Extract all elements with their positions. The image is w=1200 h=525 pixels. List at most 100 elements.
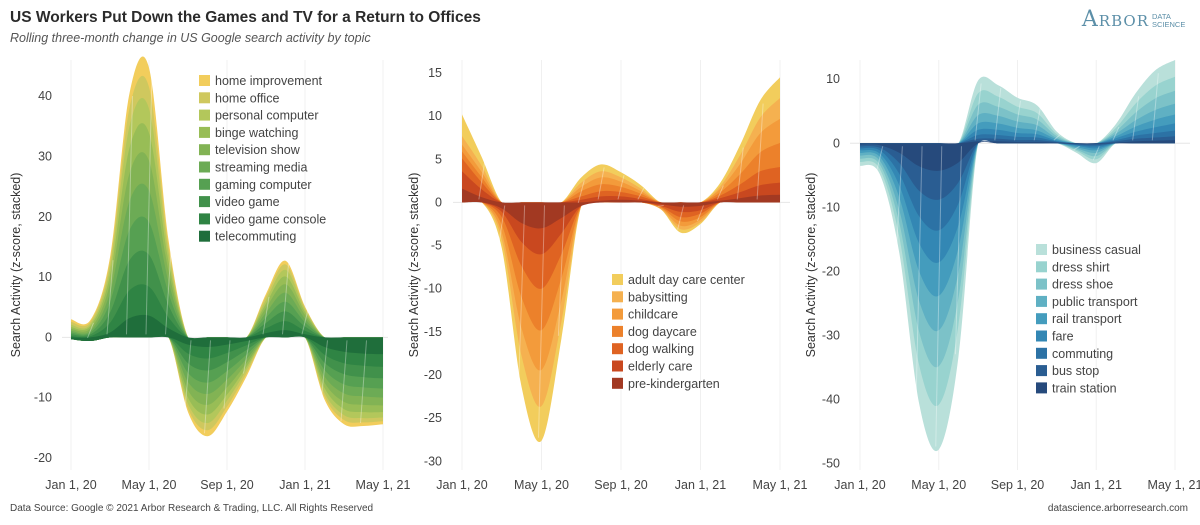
x-tick-label: Sep 1, 20 bbox=[991, 478, 1045, 492]
logo-subtext: DATA SCIENCE bbox=[1152, 12, 1186, 29]
y-tick-label: 20 bbox=[38, 210, 52, 224]
y-axis-label: Search Activity (z-score, stacked) bbox=[9, 173, 23, 358]
y-tick-label: -5 bbox=[431, 239, 442, 253]
legend: home improvement home office personal comp… bbox=[199, 74, 326, 244]
streak-line bbox=[1053, 134, 1061, 141]
x-tick-label: Sep 1, 20 bbox=[594, 478, 648, 492]
legend-label-streaming-media: streaming media bbox=[215, 161, 307, 175]
brand-logo: Arbor DATA SCIENCE bbox=[1082, 8, 1186, 32]
streak-line bbox=[597, 167, 605, 200]
legend-swatch bbox=[199, 126, 210, 138]
legend: business casual dress shirt dress shoe publ… bbox=[1036, 243, 1141, 395]
y-tick-label: -30 bbox=[822, 328, 840, 342]
legend-label-public-transport: public transport bbox=[1052, 295, 1138, 309]
streak-line bbox=[1112, 126, 1120, 141]
legend-swatch bbox=[199, 213, 210, 225]
legend-swatch bbox=[612, 360, 623, 372]
legend-label-home-office: home office bbox=[215, 91, 279, 105]
streak-line bbox=[617, 175, 625, 200]
y-tick-label: -30 bbox=[424, 454, 442, 468]
legend-swatch bbox=[1036, 295, 1047, 307]
x-tick-label: Jan 1, 20 bbox=[834, 478, 885, 492]
legend-label-rail-transport: rail transport bbox=[1052, 312, 1122, 326]
streak-line bbox=[557, 205, 565, 336]
streak-line bbox=[1151, 73, 1159, 141]
legend-swatch bbox=[199, 196, 210, 208]
y-tick-label: -20 bbox=[34, 451, 52, 465]
streak-line bbox=[518, 205, 526, 385]
y-tick-label: 10 bbox=[428, 109, 442, 123]
streak-line bbox=[994, 87, 1002, 141]
page-subtitle: Rolling three-month change in US Google … bbox=[10, 31, 371, 45]
x-tick-label: Jan 1, 21 bbox=[1071, 478, 1122, 492]
streak-line bbox=[321, 340, 328, 397]
chart-panel-1: 40 30 20 10 0 -10 -20 Search Activity (z-score,… bbox=[9, 56, 411, 492]
legend-label-elderly-care: elderly care bbox=[628, 360, 693, 374]
streak-line bbox=[577, 180, 585, 204]
legend: adult day care center babysitting childcar… bbox=[612, 273, 745, 391]
streak-line bbox=[1033, 108, 1041, 141]
streak-line bbox=[756, 103, 764, 200]
y-tick-label: 30 bbox=[38, 149, 52, 163]
legend-label-dog-walking: dog walking bbox=[628, 342, 694, 356]
legend-label-business-casual: business casual bbox=[1052, 243, 1141, 257]
x-tick-label: Jan 1, 20 bbox=[436, 478, 487, 492]
streak-line bbox=[184, 340, 192, 410]
website-link[interactable]: datascience.arborresearch.com bbox=[1047, 503, 1188, 514]
streak-line bbox=[697, 205, 704, 222]
y-tick-label: -25 bbox=[424, 411, 442, 425]
legend-swatch bbox=[199, 109, 210, 121]
streak-line bbox=[915, 146, 923, 401]
streak-line bbox=[106, 260, 114, 335]
x-tick-label: Jan 1, 20 bbox=[45, 478, 96, 492]
chart-panel-2: 15 10 5 0 -5 -10 -15 -20 -25 -30 Search Activity (… bbox=[407, 60, 807, 492]
y-tick-label: -50 bbox=[822, 457, 840, 471]
legend-label-personal-computer: personal computer bbox=[215, 109, 319, 123]
legend-swatch bbox=[1036, 261, 1047, 273]
y-tick-label: 0 bbox=[435, 195, 442, 209]
legend-swatch bbox=[612, 308, 623, 320]
legend-label-pre-kindergarten: pre-kindergarten bbox=[628, 377, 720, 391]
streak-line bbox=[954, 146, 962, 355]
y-tick-label: 15 bbox=[428, 66, 442, 80]
streak-line bbox=[360, 340, 367, 424]
streak-line bbox=[87, 322, 94, 339]
y-tick-label: 10 bbox=[38, 270, 52, 284]
streak-line bbox=[1073, 145, 1080, 151]
x-tick-label: May 1, 21 bbox=[356, 478, 411, 492]
legend-label-commuting: commuting bbox=[1052, 347, 1113, 361]
streak-line bbox=[301, 309, 309, 335]
x-tick-label: Sep 1, 20 bbox=[200, 478, 254, 492]
y-tick-label: -10 bbox=[424, 282, 442, 296]
y-axis-label: Search Activity (z-score, stacked) bbox=[804, 173, 818, 358]
streak-line bbox=[126, 96, 133, 335]
y-tick-label: 5 bbox=[435, 152, 442, 166]
legend-label-gaming-computer: gaming computer bbox=[215, 178, 312, 192]
area-elderly-care bbox=[462, 171, 780, 255]
legend-swatch bbox=[1036, 382, 1047, 394]
legend-swatch bbox=[1036, 313, 1047, 325]
legend-label-television-show: television show bbox=[215, 143, 301, 157]
legend-label-telecommuting: telecommuting bbox=[215, 230, 296, 244]
legend-label-fare: fare bbox=[1052, 330, 1074, 344]
area-train-station bbox=[860, 140, 1175, 171]
y-tick-label: -10 bbox=[34, 391, 52, 405]
x-tick-label: Jan 1, 21 bbox=[675, 478, 726, 492]
legend-label-bus-stop: bus stop bbox=[1052, 364, 1099, 378]
x-tick-label: May 1, 20 bbox=[514, 478, 569, 492]
legend-swatch bbox=[612, 291, 623, 303]
y-tick-label: 0 bbox=[45, 330, 52, 344]
legend-swatch bbox=[199, 178, 210, 190]
streak-line bbox=[876, 146, 884, 172]
streak-line bbox=[637, 187, 645, 200]
streak-line bbox=[204, 340, 211, 434]
legend-swatch bbox=[1036, 347, 1047, 359]
legend-swatch bbox=[199, 230, 210, 242]
legend-label-video-game-console: video game console bbox=[215, 212, 326, 226]
streak-line bbox=[262, 296, 270, 335]
chart-panel-3: 10 0 -10 -20 -30 -40 -50 Search Activity (z-sco… bbox=[804, 60, 1200, 492]
x-tick-label: May 1, 20 bbox=[122, 478, 177, 492]
x-tick-label: May 1, 21 bbox=[753, 478, 808, 492]
area-telecommuting bbox=[71, 314, 383, 355]
x-tick-label: May 1, 20 bbox=[911, 478, 966, 492]
